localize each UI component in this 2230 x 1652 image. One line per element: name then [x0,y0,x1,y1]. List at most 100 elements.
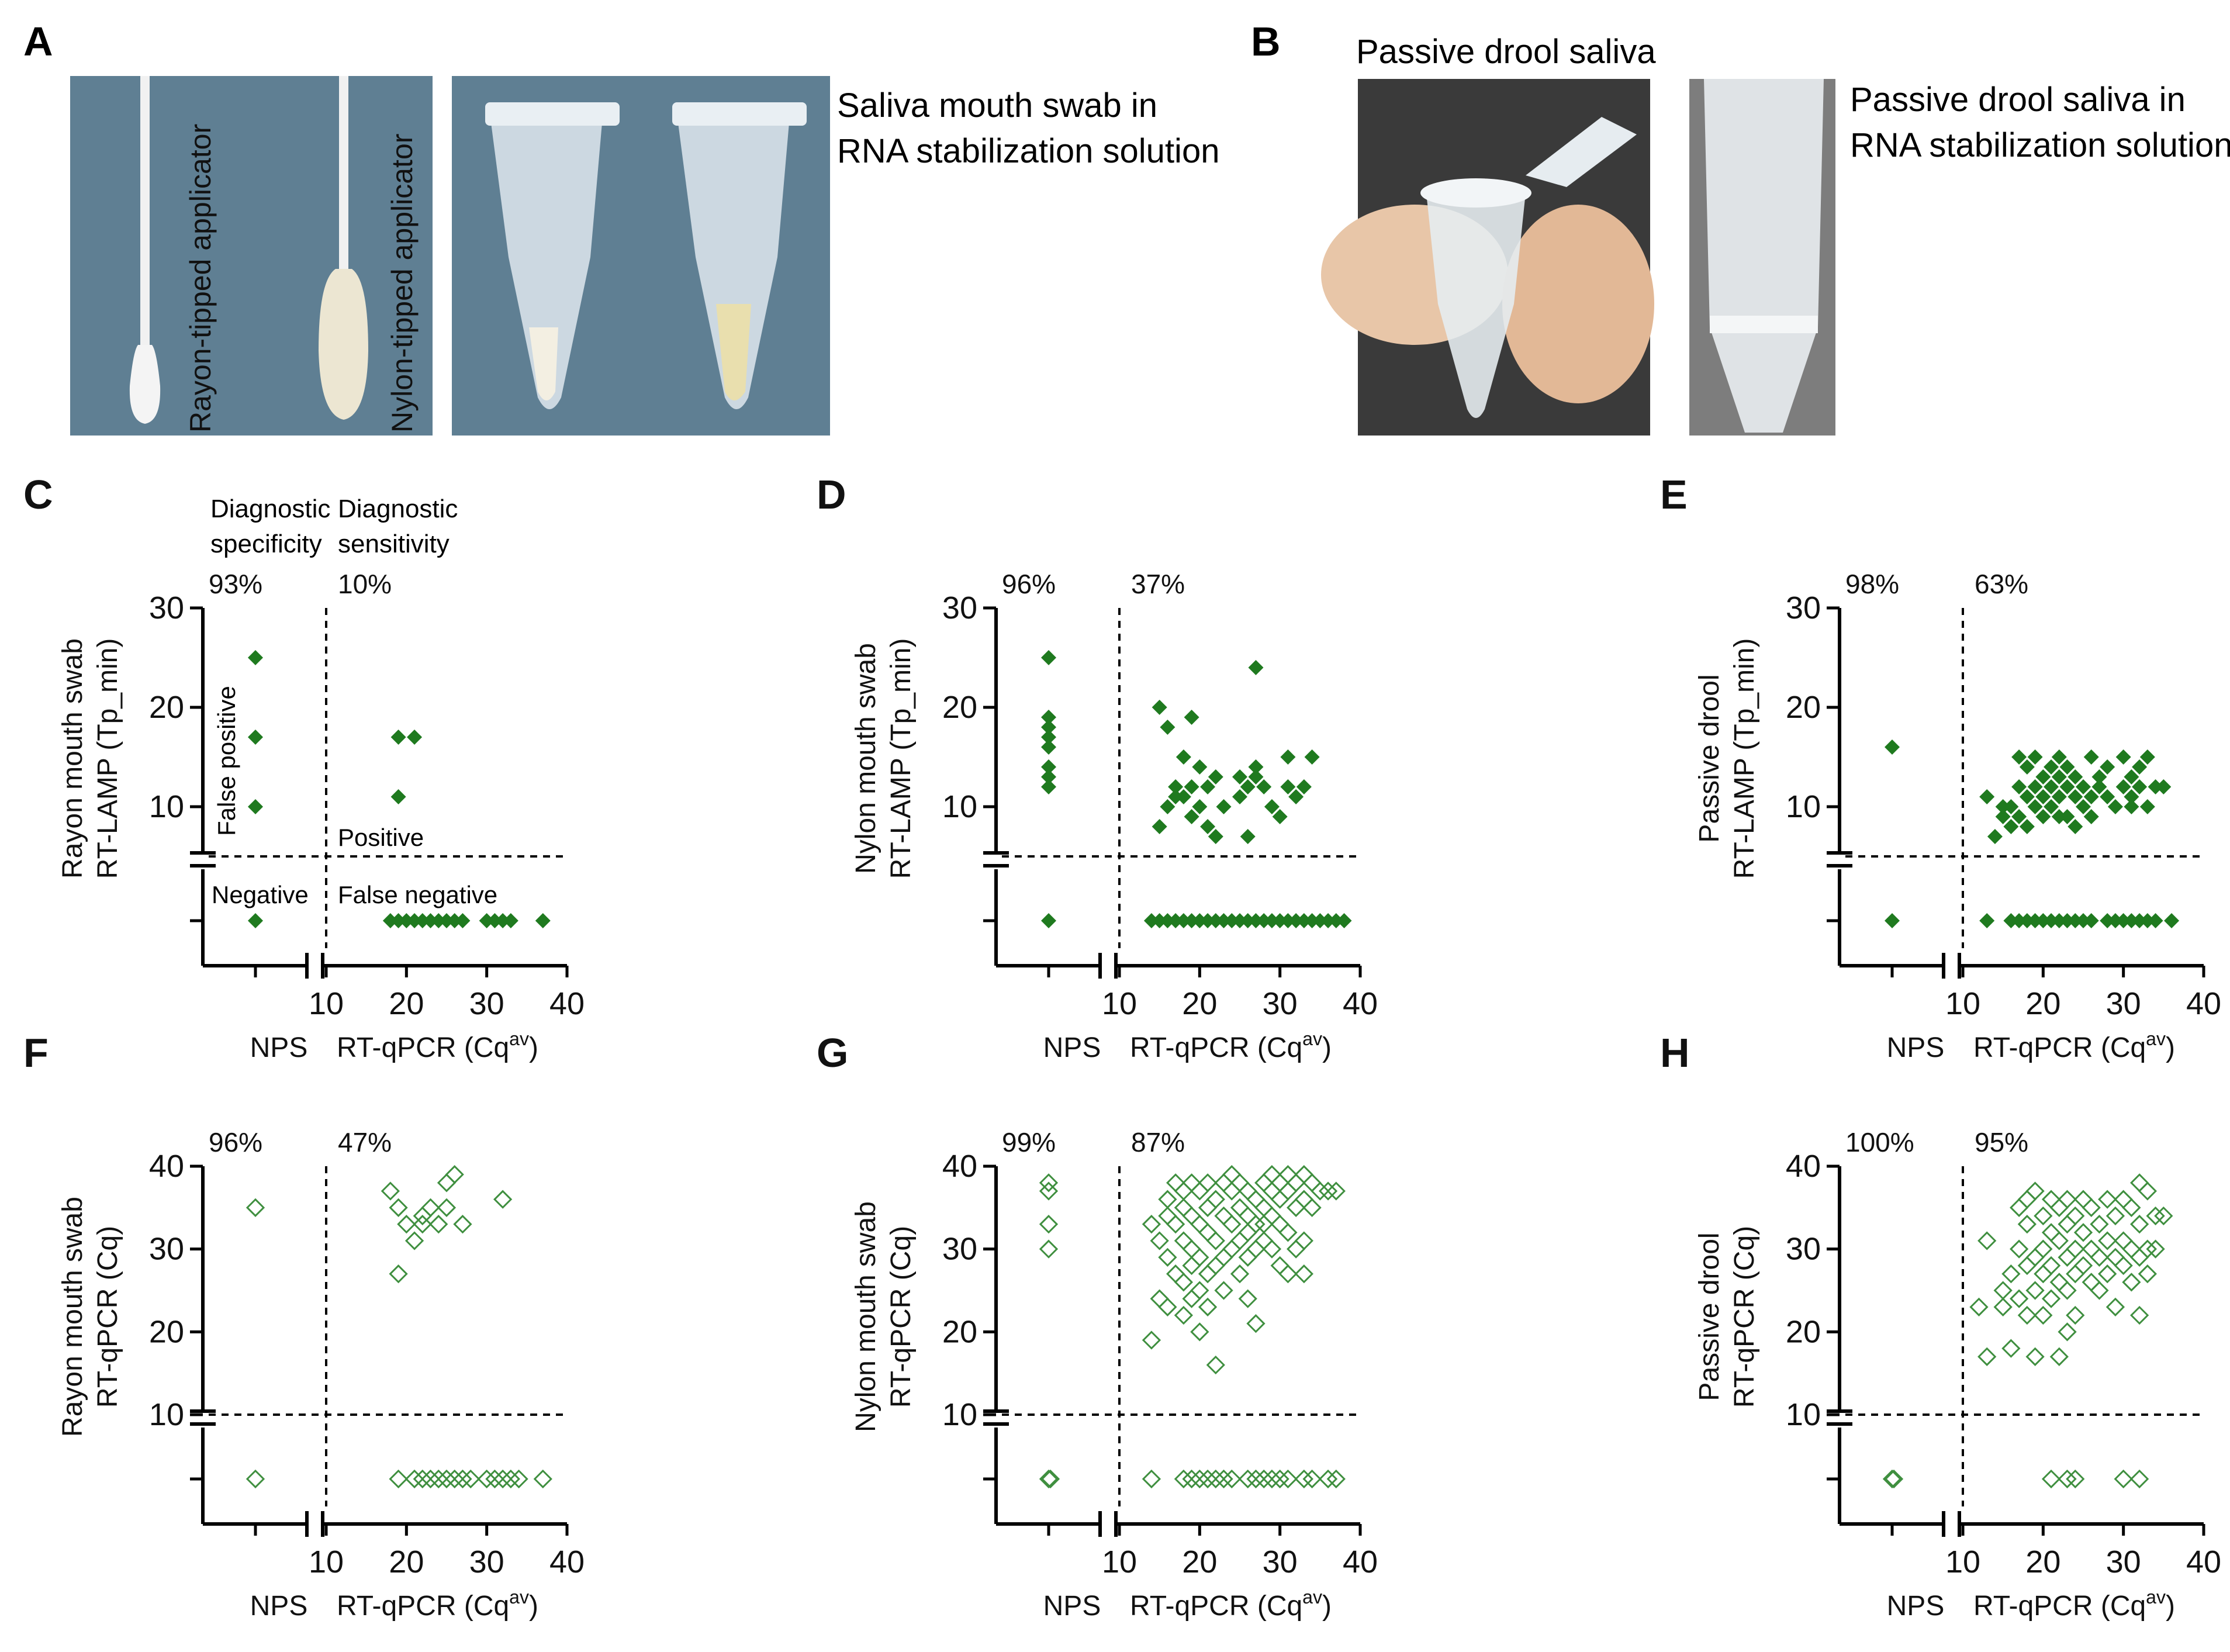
data-point [2090,1215,2109,1234]
data-point [1270,1215,1289,1234]
data-point [1184,710,1199,725]
data-point [2073,1256,2093,1276]
data-point [2114,1469,2133,1489]
data-point [2058,1215,2077,1234]
y-tick-label: 40 [149,1149,184,1184]
data-point [2027,799,2043,814]
hand-with-tube-image [1321,117,1654,418]
data-point [1302,1469,1322,1489]
data-point [1230,1198,1250,1217]
data-point [1208,769,1223,784]
y-tick-label: 40 [942,1149,977,1184]
x-tick-label: 40 [1343,986,1378,1021]
data-point [1278,1223,1298,1242]
data-point [1977,1231,1997,1250]
y-tick-label: 30 [942,1232,977,1267]
sensitivity-percent: 10% [338,569,392,599]
x-tick-label: 10 [309,986,344,1021]
data-point [2076,799,2091,814]
data-point [1041,913,1056,928]
data-point [2107,913,2123,928]
data-point [2066,1206,2085,1226]
data-point [1248,769,1264,784]
data-point [453,1469,472,1489]
panel-letter-g: G [817,1030,848,1076]
data-point [2124,913,2139,928]
specificity-percent: 99% [1002,1127,1056,1157]
data-point [2083,789,2099,804]
data-point [1190,1322,1209,1342]
data-point [487,913,503,928]
data-point [1238,1247,1257,1267]
data-point [2148,913,2163,928]
data-point [2083,913,2099,928]
false-negative-label: False negative [338,881,497,908]
data-point [1039,1239,1059,1259]
x-label-rtqpcr: RT-qPCR (Cqav) [1130,1028,1332,1063]
data-point [1262,1181,1282,1201]
data-point [2011,809,2027,824]
sensitivity-percent: 63% [1975,569,2028,599]
data-point [1311,1181,1330,1201]
data-point [404,1231,424,1250]
x-tick-label: 20 [2025,1544,2060,1580]
data-point [246,1198,265,1217]
data-point [390,913,406,928]
positive-label: Positive [338,824,424,851]
data-point [1278,1165,1298,1184]
data-point [2082,1273,2101,1292]
panel-a-caption-line1: Saliva mouth swab in [837,87,1157,125]
stabilized-tube-image [1704,79,1824,433]
data-point [404,1469,424,1489]
data-point [1278,1469,1298,1489]
y-tick-label: 30 [1786,1232,1821,1267]
data-point [399,913,414,928]
chart-panel-e: E 98% 63% 10 20 30 10 20 30 40 NPS RT-qPCR (Cqav) Pa… [1660,472,2221,1063]
data-point [1041,769,1056,784]
data-point [1222,1215,1242,1234]
negative-label: Negative [212,881,309,908]
y-label-line1: Nylon mouth swab [850,643,881,874]
y-tick-label: 10 [1786,789,1821,824]
data-point [414,913,430,928]
data-point [2067,913,2083,928]
data-point [2066,1469,2085,1489]
data-point [1039,1181,1059,1201]
data-point [1168,779,1184,794]
data-point [1882,1469,1902,1489]
data-point [1240,779,1256,794]
x-label-nps: NPS [1043,1032,1101,1063]
data-point [1041,650,1056,665]
y-tick-label: 20 [1786,690,1821,725]
data-point [2059,779,2075,794]
data-point [1206,1355,1225,1375]
data-point [2010,1239,2029,1259]
data-point [1256,779,1272,794]
data-point [1262,1469,1282,1489]
tube-image-1 [485,102,620,409]
data-point [1294,1264,1313,1284]
data-point [2100,913,2115,928]
data-point [479,913,495,928]
data-point [390,730,406,745]
specificity-percent: 100% [1845,1127,1914,1157]
y-tick-label: 10 [942,1397,977,1432]
data-point [2146,1239,2165,1259]
data-point [1174,1305,1193,1325]
data-point [1160,799,1175,814]
data-point [1254,1215,1274,1234]
data-point [2098,1264,2117,1284]
y-label-line2: RT-LAMP (Tp_min) [886,638,917,879]
data-point [1198,1223,1218,1242]
data-point [1206,1469,1225,1489]
data-point [2130,1173,2149,1193]
data-point [1287,1198,1306,1217]
data-point [389,1264,408,1284]
data-point [1198,1469,1218,1489]
data-point [2044,759,2059,775]
data-point [2130,1469,2149,1489]
diagnostic-specificity-line2: specificity [210,530,322,558]
data-point [2027,913,2043,928]
y-label-line1: Rayon mouth swab [57,638,88,879]
data-point [2049,1347,2069,1366]
